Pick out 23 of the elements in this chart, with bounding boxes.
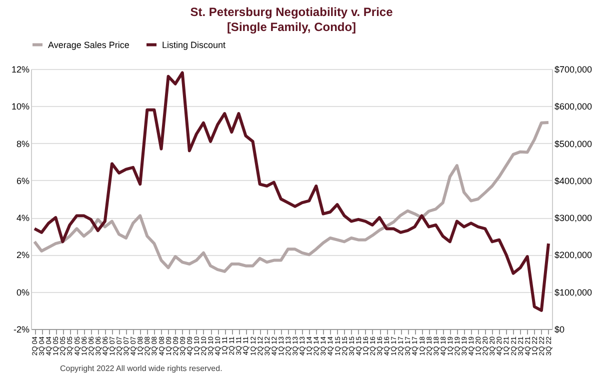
y-tick-label: 4%	[16, 213, 30, 224]
y2-tick-label: $600,000	[554, 102, 592, 112]
y2-tick-label: $700,000	[554, 64, 592, 74]
y2-tick-label: $0	[554, 324, 565, 334]
y-tick-label: 10%	[11, 102, 30, 112]
y2-tick-label: $100,000	[554, 287, 592, 298]
y-tick-label: 12%	[11, 64, 30, 74]
y-tick-label: 8%	[16, 138, 30, 149]
y2-tick-label: $200,000	[554, 250, 592, 260]
y-tick-label: 6%	[16, 176, 30, 186]
y2-tick-label: $300,000	[554, 213, 592, 224]
y2-tick-label: $500,000	[554, 138, 592, 149]
y-tick-label: -2%	[13, 324, 30, 334]
line-series	[33, 120, 550, 273]
y-tick-label: 0%	[16, 287, 30, 298]
text: Copyright 2022 All world wide rights reserved.	[60, 364, 222, 373]
legend-label: Listing Discount	[162, 40, 226, 50]
y2-tick-label: $400,000	[554, 176, 592, 186]
chart-subtitle: [Single Family, Condo]	[226, 20, 356, 34]
legend-label: Average Sales Price	[48, 40, 130, 50]
chart-title: St. Petersburg Negotiability v. Price	[190, 5, 394, 19]
y-tick-label: 2%	[16, 250, 30, 260]
line-series	[33, 71, 550, 312]
